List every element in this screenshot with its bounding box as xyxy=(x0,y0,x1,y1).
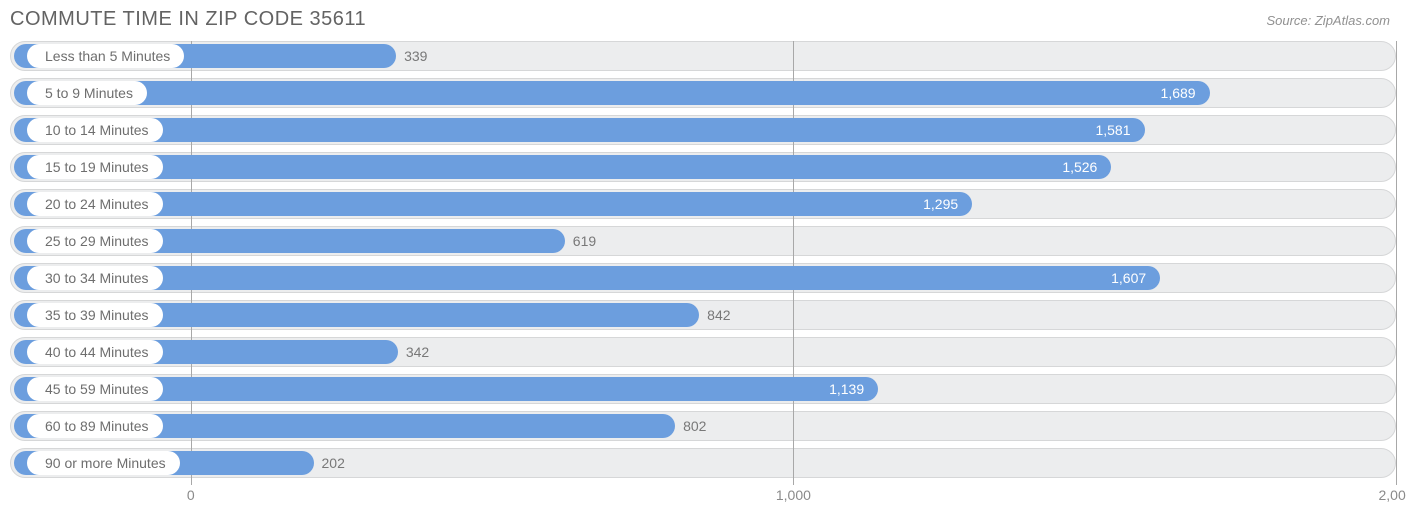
bar-track: 25 to 29 Minutes 619 xyxy=(10,226,1396,256)
bar-track: 40 to 44 Minutes 342 xyxy=(10,337,1396,367)
bar-track: 10 to 14 Minutes1,581 xyxy=(10,115,1396,145)
gridline xyxy=(793,41,794,485)
x-tick-label: 1,000 xyxy=(776,487,811,503)
bar-value-label: 342 xyxy=(406,338,429,366)
bar-value-label: 1,581 xyxy=(11,116,1145,144)
bar-value-label: 1,689 xyxy=(11,79,1210,107)
bar-track: 35 to 39 Minutes 842 xyxy=(10,300,1396,330)
x-tick-label: 0 xyxy=(187,487,195,503)
chart-plot: Less than 5 Minutes 339 5 to 9 Minutes1,68… xyxy=(10,41,1396,485)
bar-category-label: 90 or more Minutes xyxy=(27,451,180,475)
bar-category-label: 35 to 39 Minutes xyxy=(27,303,163,327)
bar-category-label: Less than 5 Minutes xyxy=(27,44,184,68)
bar-value-label: 339 xyxy=(404,42,427,70)
bar-category-label: 40 to 44 Minutes xyxy=(27,340,163,364)
bar-value-label: 1,526 xyxy=(11,153,1111,181)
bar-track: 60 to 89 Minutes 802 xyxy=(10,411,1396,441)
chart-title: COMMUTE TIME IN ZIP CODE 35611 xyxy=(10,8,366,31)
bar-value-label: 802 xyxy=(683,412,706,440)
bar-value-label: 202 xyxy=(322,449,345,477)
bar-track: 45 to 59 Minutes1,139 xyxy=(10,374,1396,404)
chart-source: Source: ZipAtlas.com xyxy=(1266,13,1390,28)
bar-value-label: 1,295 xyxy=(11,190,972,218)
bar-value-label: 1,607 xyxy=(11,264,1160,292)
bar-value-label: 842 xyxy=(707,301,730,329)
bar-value-label: 1,139 xyxy=(11,375,878,403)
bar-track: 5 to 9 Minutes1,689 xyxy=(10,78,1396,108)
bar-track: Less than 5 Minutes 339 xyxy=(10,41,1396,71)
x-axis: 01,0002,000 xyxy=(10,487,1396,517)
x-tick-label: 2,000 xyxy=(1378,487,1406,503)
bar-value-label: 619 xyxy=(573,227,596,255)
chart-area: Less than 5 Minutes 339 5 to 9 Minutes1,68… xyxy=(0,35,1406,517)
bar-category-label: 60 to 89 Minutes xyxy=(27,414,163,438)
chart-header: COMMUTE TIME IN ZIP CODE 35611 Source: Z… xyxy=(0,0,1406,35)
bar-track: 30 to 34 Minutes1,607 xyxy=(10,263,1396,293)
bar-track: 20 to 24 Minutes1,295 xyxy=(10,189,1396,219)
bar-track: 15 to 19 Minutes1,526 xyxy=(10,152,1396,182)
bar-category-label: 25 to 29 Minutes xyxy=(27,229,163,253)
gridline xyxy=(1396,41,1397,485)
bar-track: 90 or more Minutes 202 xyxy=(10,448,1396,478)
